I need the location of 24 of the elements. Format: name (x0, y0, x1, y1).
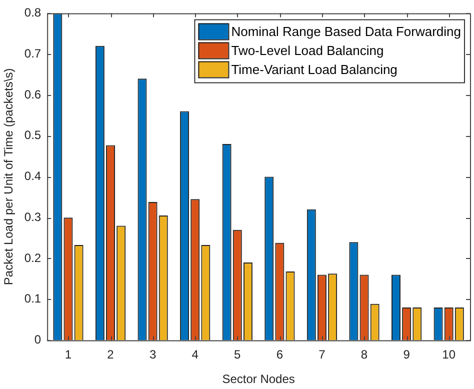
y-tick-label: 0.4 (24, 169, 42, 184)
x-tick-label: 9 (403, 348, 410, 362)
y-tick-label: 0 (34, 332, 42, 347)
x-tick-label: 7 (318, 348, 326, 362)
x-axis-title: Sector Nodes (222, 372, 295, 386)
x-tick-label: 2 (107, 348, 114, 362)
legend-label: Nominal Range Based Data Forwarding (231, 24, 462, 39)
legend-label: Two-Level Load Balancing (231, 42, 384, 58)
y-tick-label: 0.7 (24, 46, 42, 60)
x-tick-label: 3 (149, 348, 156, 362)
x-tick-label: 10 (442, 348, 456, 362)
x-tick-label: 4 (192, 348, 199, 362)
x-tick-label: 6 (276, 348, 284, 362)
y-tick-label: 0.6 (24, 87, 42, 102)
legend-label: Time-Variant Load Balancing (231, 62, 398, 77)
y-tick-label: 0.2 (24, 250, 42, 265)
x-tick-label: 5 (234, 348, 242, 362)
y-tick-label: 0.8 (24, 6, 42, 20)
y-tick-label: 0.1 (24, 292, 42, 306)
y-tick-label: 0.3 (24, 210, 42, 224)
x-tick-label: 1 (64, 348, 72, 362)
y-tick-label: 0.5 (24, 128, 42, 142)
x-tick-label: 8 (360, 348, 368, 362)
y-axis-title: Packet Load per Unit of Time (packets\s) (2, 68, 16, 286)
